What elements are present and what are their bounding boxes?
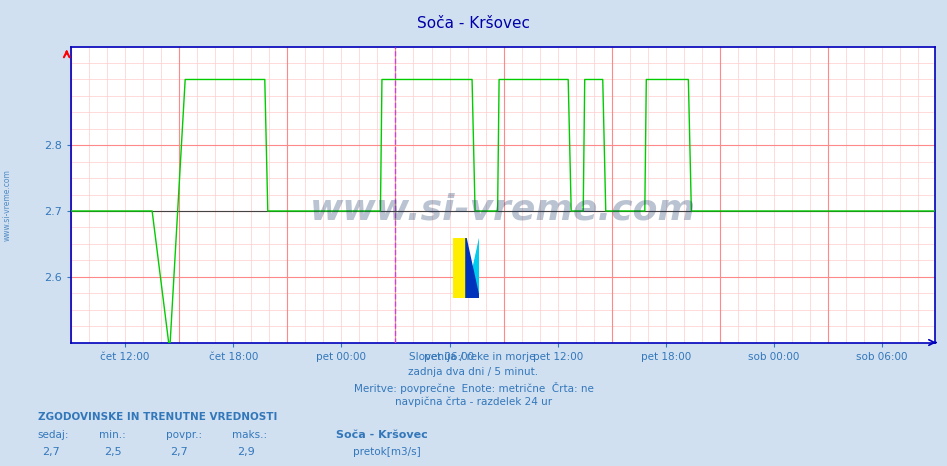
Text: www.si-vreme.com: www.si-vreme.com [3,169,12,241]
Text: 2,5: 2,5 [104,447,122,457]
Text: maks.:: maks.: [232,430,267,440]
Text: zadnja dva dni / 5 minut.: zadnja dva dni / 5 minut. [408,367,539,377]
Text: sedaj:: sedaj: [38,430,69,440]
Text: 2,7: 2,7 [43,447,61,457]
Text: www.si-vreme.com: www.si-vreme.com [310,192,696,226]
Text: pretok[m3/s]: pretok[m3/s] [353,447,421,457]
Polygon shape [466,238,479,298]
Text: Soča - Kršovec: Soča - Kršovec [336,430,428,440]
Text: ZGODOVINSKE IN TRENUTNE VREDNOSTI: ZGODOVINSKE IN TRENUTNE VREDNOSTI [38,412,277,422]
Text: Soča - Kršovec: Soča - Kršovec [417,16,530,31]
Text: povpr.:: povpr.: [166,430,202,440]
Text: navpična črta - razdelek 24 ur: navpična črta - razdelek 24 ur [395,397,552,407]
Text: Slovenija / reke in morje.: Slovenija / reke in morje. [408,352,539,362]
Text: Meritve: povprečne  Enote: metrične  Črta: ne: Meritve: povprečne Enote: metrične Črta:… [353,382,594,394]
Polygon shape [466,238,479,298]
Text: 2,7: 2,7 [170,447,188,457]
Text: min.:: min.: [99,430,126,440]
Bar [453,238,466,298]
Text: 2,9: 2,9 [237,447,255,457]
